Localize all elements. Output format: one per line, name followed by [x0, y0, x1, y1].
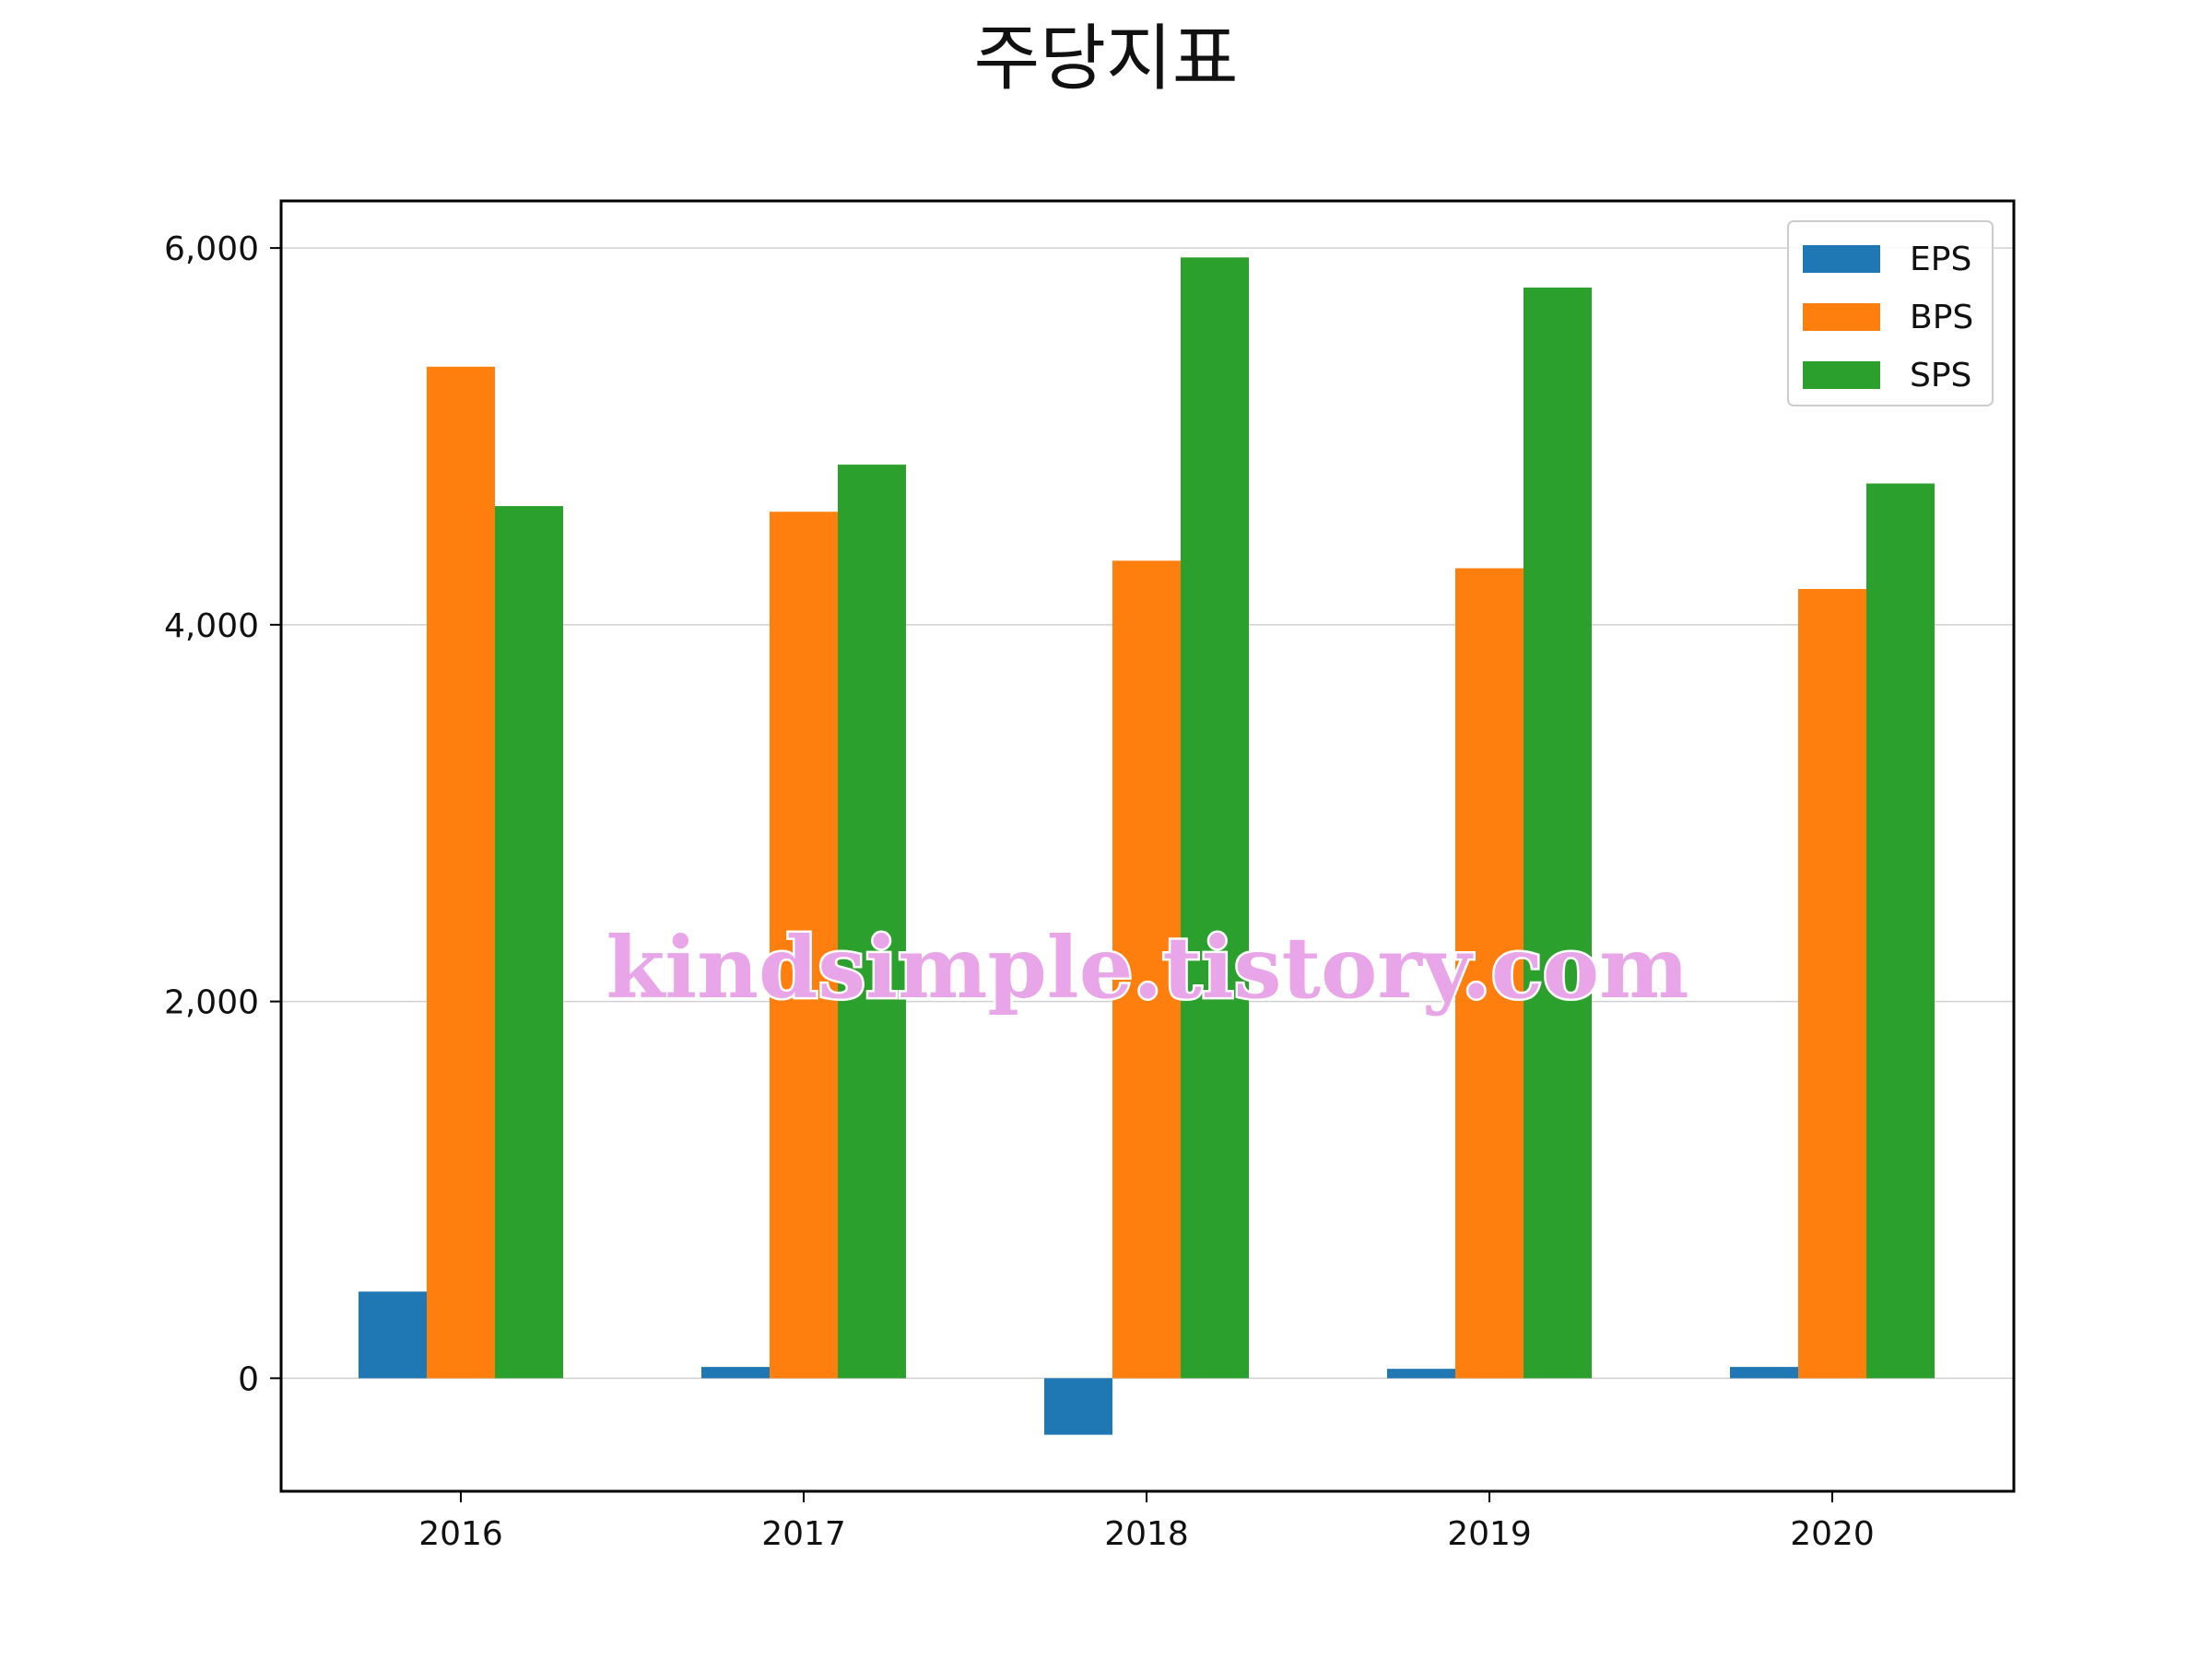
bar-sps	[838, 465, 906, 1379]
legend-label-bps: BPS	[1910, 299, 1973, 336]
y-tick-label: 6,000	[164, 230, 259, 268]
bar-eps	[1730, 1367, 1798, 1379]
y-tick-label: 0	[238, 1360, 259, 1398]
bar-eps	[701, 1367, 770, 1379]
legend-swatch-sps	[1803, 361, 1880, 389]
x-tick-label: 2020	[1790, 1515, 1875, 1553]
legend: EPS BPS SPS	[1787, 220, 1994, 406]
bar-sps	[495, 506, 563, 1379]
legend-label-eps: EPS	[1910, 241, 1971, 278]
x-tick-label: 2018	[1104, 1515, 1189, 1553]
bar-eps	[1044, 1378, 1112, 1435]
bar-eps	[359, 1291, 427, 1379]
bar-bps	[1798, 589, 1866, 1379]
y-tick-label: 2,000	[164, 984, 259, 1022]
bar-bps	[427, 366, 495, 1379]
y-tick-label: 4,000	[164, 607, 259, 645]
bars	[359, 257, 1935, 1435]
x-tick-label: 2016	[418, 1515, 503, 1553]
x-axis: 2016 2017 2018 2019 2020	[418, 1491, 1875, 1553]
y-axis: 0 2,000 4,000 6,000	[164, 230, 281, 1398]
bar-sps	[1524, 288, 1592, 1379]
chart-title: 주당지표	[973, 18, 1238, 100]
legend-swatch-bps	[1803, 303, 1880, 331]
x-tick-label: 2019	[1447, 1515, 1532, 1553]
bar-eps	[1387, 1369, 1455, 1379]
x-tick-label: 2017	[761, 1515, 846, 1553]
watermark: kindsimple.tistory.com	[606, 918, 1688, 1018]
bar-bps	[1112, 560, 1181, 1379]
bar-bps	[1455, 568, 1524, 1379]
bar-sps	[1866, 483, 1935, 1379]
bar-bps	[770, 512, 838, 1379]
legend-swatch-eps	[1803, 245, 1880, 273]
legend-label-sps: SPS	[1910, 357, 1971, 394]
bar-sps	[1181, 257, 1249, 1379]
